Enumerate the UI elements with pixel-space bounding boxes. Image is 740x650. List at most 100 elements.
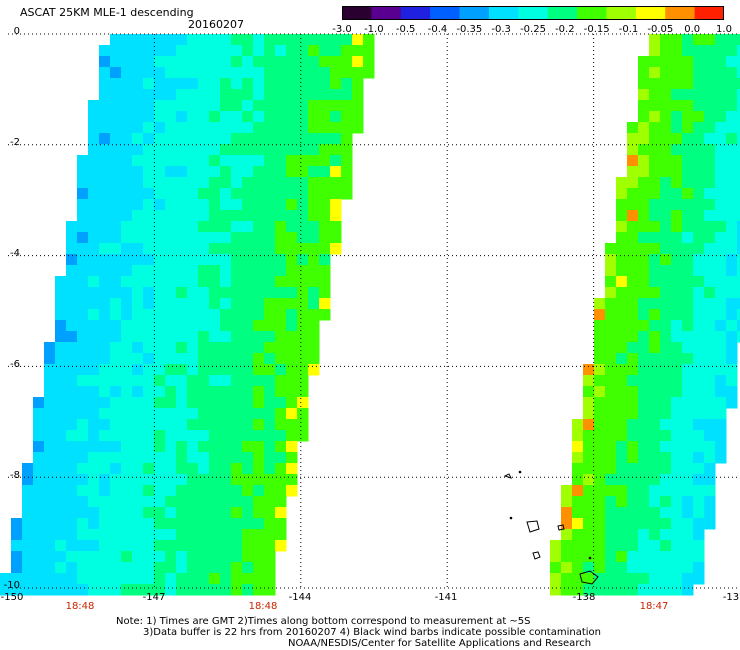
left-swath-cell (341, 144, 353, 156)
left-swath-cell (264, 353, 276, 365)
right-swath-cell (726, 309, 738, 321)
right-swath-cell (704, 331, 716, 343)
left-swath-cell (66, 265, 78, 277)
right-swath-cell (704, 397, 716, 409)
right-swath-cell (638, 430, 650, 442)
right-swath-cell (693, 210, 705, 222)
right-swath-cell (660, 133, 672, 145)
colorbar-swatch (371, 6, 402, 20)
left-swath-cell (165, 177, 177, 189)
left-swath-cell (220, 320, 232, 332)
right-swath-cell (682, 441, 694, 453)
chart-title: ASCAT 25KM MLE-1 descending (20, 6, 194, 19)
left-swath-cell (253, 584, 265, 596)
left-swath-cell (286, 111, 298, 123)
right-swath-cell (627, 342, 639, 354)
right-swath-cell (715, 408, 727, 420)
islands (503, 470, 599, 585)
right-swath-cell (660, 188, 672, 200)
left-swath-cell (286, 441, 298, 453)
right-swath-cell (704, 210, 716, 222)
left-swath-cell (99, 386, 111, 398)
left-swath-cell (110, 518, 122, 530)
left-swath-cell (121, 287, 133, 299)
colorbar-label: -0.4 (427, 24, 448, 35)
left-swath-cell (66, 441, 78, 453)
left-swath-cell (286, 364, 298, 376)
time-label: 18:47 (639, 601, 669, 612)
left-swath-cell (308, 276, 320, 288)
right-swath-cell (616, 474, 628, 486)
right-swath-cell (660, 419, 672, 431)
right-swath-cell (660, 67, 672, 79)
right-swath-cell (715, 375, 727, 387)
left-swath-cell (264, 254, 276, 266)
right-swath-cell (660, 78, 672, 90)
left-swath-cell (187, 243, 199, 255)
right-swath-cell (693, 89, 705, 101)
left-swath-cell (66, 243, 78, 255)
left-swath-cell (209, 485, 221, 497)
left-swath-cell (44, 364, 56, 376)
right-swath-cell (737, 221, 740, 233)
island-outline (503, 473, 512, 479)
left-swath-cell (33, 463, 45, 475)
left-swath-cell (11, 529, 23, 541)
right-swath-cell (682, 419, 694, 431)
right-swath-cell (594, 463, 606, 475)
left-swath-cell (77, 551, 89, 563)
right-swath-cell (660, 441, 672, 453)
left-swath-cell (220, 265, 232, 277)
left-swath-cell (198, 221, 210, 233)
left-swath-cell (154, 518, 166, 530)
left-swath-cell (99, 210, 111, 222)
left-swath-cell (220, 518, 232, 530)
left-swath-cell (110, 331, 122, 343)
left-swath-cell (33, 408, 45, 420)
left-swath-cell (286, 45, 298, 57)
left-swath-cell (231, 298, 243, 310)
left-swath-cell (88, 540, 100, 552)
left-swath-cell (341, 166, 353, 178)
right-swath-cell (638, 188, 650, 200)
left-swath-cell (231, 221, 243, 233)
left-swath-cell (275, 34, 287, 46)
left-swath-cell (165, 485, 177, 497)
left-swath-cell (275, 496, 287, 508)
left-swath-cell (187, 518, 199, 530)
right-swath-cell (638, 309, 650, 321)
left-swath-cell (275, 177, 287, 189)
left-swath-cell (55, 320, 67, 332)
left-swath-cell (165, 122, 177, 134)
left-swath-cell (253, 529, 265, 541)
right-swath-cell (605, 540, 617, 552)
right-swath-cell (638, 298, 650, 310)
left-swath-cell (198, 122, 210, 134)
left-swath-cell (264, 188, 276, 200)
right-swath-cell (726, 199, 738, 211)
left-swath-cell (99, 78, 111, 90)
left-swath-cell (165, 56, 177, 68)
left-swath-cell (231, 320, 243, 332)
left-swath-cell (121, 441, 133, 453)
right-swath-cell (627, 540, 639, 552)
left-swath-cell (55, 507, 67, 519)
left-swath-cell (198, 320, 210, 332)
left-swath-cell (187, 34, 199, 46)
left-swath-cell (77, 254, 89, 266)
colorbar-label: -3.0 (332, 24, 352, 35)
left-swath-cell (132, 518, 144, 530)
left-swath-cell (187, 287, 199, 299)
left-swath-cell (209, 276, 221, 288)
left-swath-cell (132, 89, 144, 101)
left-swath-cell (121, 573, 133, 585)
right-swath-cell (649, 144, 661, 156)
left-swath-cell (165, 254, 177, 266)
left-swath-cell (132, 78, 144, 90)
right-swath-cell (693, 518, 705, 530)
left-swath-cell (66, 287, 78, 299)
right-swath-cell (682, 430, 694, 442)
right-swath-cell (605, 254, 617, 266)
right-swath-cell (682, 188, 694, 200)
